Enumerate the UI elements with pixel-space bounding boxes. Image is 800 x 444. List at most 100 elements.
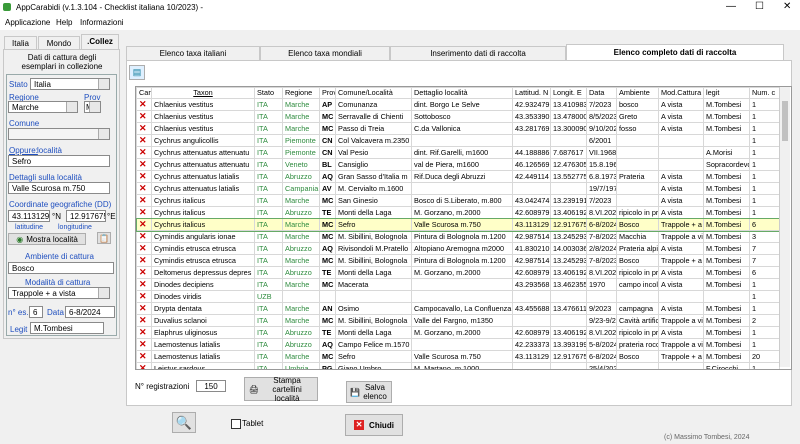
delete-icon[interactable]: ✕ bbox=[136, 350, 152, 363]
delete-icon[interactable]: ✕ bbox=[136, 158, 152, 171]
delete-icon[interactable]: ✕ bbox=[136, 362, 152, 369]
input-lat[interactable]: 43.113129 bbox=[8, 210, 50, 222]
table-cell bbox=[335, 290, 412, 303]
table-cell: Laemostenus latialis bbox=[151, 338, 255, 351]
table-cell: 1 bbox=[749, 326, 780, 339]
menu-item[interactable]: Applicazione bbox=[5, 18, 51, 27]
delete-icon[interactable]: ✕ bbox=[136, 290, 152, 303]
table-cell: prateria rocc bbox=[616, 338, 659, 351]
table-cell: A vista bbox=[658, 326, 704, 339]
delete-icon[interactable]: ✕ bbox=[136, 278, 152, 291]
delete-icon[interactable]: ✕ bbox=[136, 206, 152, 219]
table-row: ✕ Chlaenius vestitus ITA Marche MC Serravalle… bbox=[136, 110, 780, 123]
input-ambiente[interactable]: Bosco bbox=[8, 262, 114, 274]
button-print[interactable]: 🖨 Stampa cartellini località bbox=[244, 376, 318, 403]
delete-icon[interactable]: ✕ bbox=[136, 110, 152, 123]
tab[interactable]: Elenco taxa mondiali bbox=[260, 46, 390, 60]
combo-prov[interactable]: MC bbox=[84, 101, 101, 113]
table-cell: 7/2023 bbox=[586, 98, 617, 111]
table-cell: Cymindis etrusca etrusca bbox=[151, 242, 255, 255]
delete-icon[interactable]: ✕ bbox=[136, 170, 152, 183]
table-cell: Monti della Laga bbox=[335, 266, 412, 279]
table-cell: 8.VI.2024 bbox=[586, 206, 617, 219]
table-cell: 5-8/2024 bbox=[586, 338, 617, 351]
group-box bbox=[6, 74, 117, 336]
unit: °E bbox=[107, 212, 116, 221]
table-cell bbox=[512, 362, 551, 369]
scrollbar[interactable] bbox=[779, 87, 790, 367]
input-lon[interactable]: 12.917675 bbox=[66, 210, 106, 222]
table-cell: 13.476611 bbox=[550, 302, 587, 315]
tab-active[interactable]: Elenco completo dati di raccolta bbox=[566, 44, 784, 61]
table-cell: MC bbox=[319, 110, 336, 123]
tab[interactable]: Mondo bbox=[38, 36, 80, 49]
input-localita[interactable]: Sefro bbox=[8, 155, 110, 167]
table-cell: Trappole a vist bbox=[658, 230, 704, 243]
button-mostra[interactable]: ◉ Mostra località bbox=[8, 233, 86, 245]
menu-item[interactable]: Help bbox=[56, 18, 73, 27]
combo-stato[interactable]: Italia bbox=[30, 78, 110, 90]
table-cell: Val Pesio bbox=[335, 146, 412, 159]
input-dettagli[interactable]: Valle Scurosa m.750 bbox=[8, 182, 110, 194]
combo-modalita[interactable]: Trappole + a vista bbox=[8, 287, 110, 299]
delete-icon[interactable]: ✕ bbox=[136, 230, 152, 243]
button-copy[interactable]: 📋 bbox=[97, 232, 111, 244]
input-legit[interactable]: M.Tombesi bbox=[30, 322, 104, 334]
minimize[interactable]: — bbox=[726, 1, 736, 12]
label: latitudine bbox=[15, 224, 44, 231]
menu-item[interactable]: Informazioni bbox=[80, 18, 124, 27]
tab-active[interactable]: .Collez bbox=[81, 34, 119, 49]
column-header: Comune/Località bbox=[335, 87, 412, 99]
input-nes[interactable]: 6 bbox=[29, 306, 43, 318]
tab[interactable]: Elenco taxa italiani bbox=[126, 46, 260, 60]
table-cell: Abruzzo bbox=[282, 338, 320, 351]
button-chiudi[interactable]: ✕ Chiudi bbox=[345, 414, 403, 436]
table-cell: VII.1968 bbox=[586, 146, 617, 159]
table-cell: Sefro bbox=[335, 350, 412, 363]
checkbox-tablet[interactable] bbox=[231, 419, 241, 429]
table-cell: ripicolo in pr bbox=[616, 326, 659, 339]
delete-icon[interactable]: ✕ bbox=[136, 98, 152, 111]
delete-icon[interactable]: ✕ bbox=[136, 254, 152, 267]
tab[interactable]: Italia bbox=[4, 36, 37, 49]
button-save[interactable]: 💾 Salva elenco bbox=[346, 381, 392, 403]
table-cell: Macchia bbox=[616, 230, 659, 243]
refresh-button[interactable]: ▤ bbox=[129, 65, 145, 80]
input-data[interactable]: 6-8/2024 bbox=[65, 306, 115, 318]
delete-icon[interactable]: ✕ bbox=[136, 122, 152, 135]
delete-icon[interactable]: ✕ bbox=[136, 194, 152, 207]
combo-regione[interactable]: Marche bbox=[8, 101, 78, 113]
table-row: ✕ Cychrus italicus ITA Marche MC Sefro Valle S… bbox=[136, 217, 781, 232]
delete-icon[interactable]: ✕ bbox=[136, 326, 152, 339]
combo-comune[interactable] bbox=[8, 128, 110, 140]
delete-icon[interactable]: ✕ bbox=[136, 242, 152, 255]
maximize[interactable]: ☐ bbox=[755, 1, 764, 12]
table-cell: 7/2023 bbox=[586, 194, 617, 207]
table-cell: A vista bbox=[658, 242, 704, 255]
delete-icon[interactable]: ✕ bbox=[136, 314, 152, 327]
column-header: Data bbox=[586, 87, 617, 99]
button-search[interactable]: 🔍 bbox=[172, 412, 196, 433]
delete-icon[interactable]: ✕ bbox=[136, 218, 152, 231]
table-cell: 1 bbox=[749, 110, 780, 123]
table-cell bbox=[658, 362, 704, 369]
delete-icon[interactable]: ✕ bbox=[136, 266, 152, 279]
column-header: Longit. E bbox=[550, 87, 587, 99]
table-cell: A vista bbox=[658, 302, 704, 315]
delete-icon[interactable]: ✕ bbox=[136, 302, 152, 315]
table-cell: Prateria alpi bbox=[616, 242, 659, 255]
table-cell: Pintura di Bolognola m.1200 bbox=[411, 230, 513, 243]
table-cell: 1 bbox=[749, 338, 780, 351]
table-cell: M.Tombesi bbox=[703, 194, 750, 207]
delete-icon[interactable]: ✕ bbox=[136, 134, 152, 147]
close-window[interactable]: ✕ bbox=[783, 1, 792, 12]
table-cell bbox=[512, 314, 551, 327]
delete-icon[interactable]: ✕ bbox=[136, 146, 152, 159]
table-cell: 13.245293 bbox=[550, 230, 587, 243]
column-header: Taxon bbox=[151, 87, 255, 99]
tab[interactable]: Inserimento dati di raccolta bbox=[390, 46, 566, 60]
table-row: ✕ Chlaenius vestitus ITA Marche AP Comunanza d… bbox=[136, 98, 780, 111]
delete-icon[interactable]: ✕ bbox=[136, 182, 152, 195]
delete-icon[interactable]: ✕ bbox=[136, 338, 152, 351]
table-cell: Rivisondoli M.Pratello bbox=[335, 242, 412, 255]
